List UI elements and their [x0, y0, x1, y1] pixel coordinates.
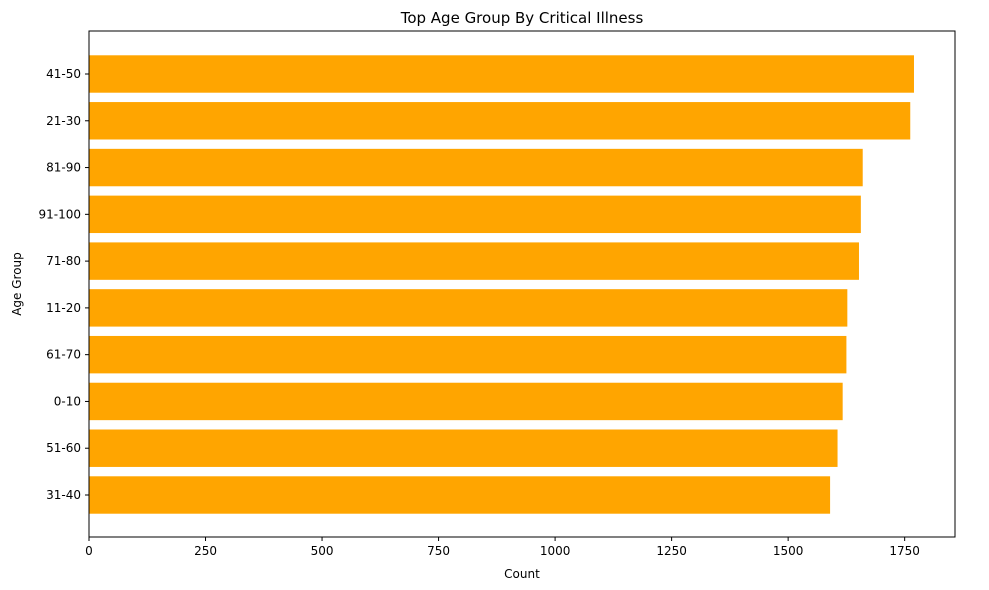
y-tick-label: 51-60 [46, 441, 81, 455]
x-tick-label: 1000 [540, 544, 571, 558]
plot-frame [88, 30, 956, 538]
x-tick-label: 250 [194, 544, 217, 558]
x-tick-label: 1750 [889, 544, 920, 558]
y-tick-label: 21-30 [46, 114, 81, 128]
y-tick-label: 91-100 [38, 207, 81, 221]
chart-title: Top Age Group By Critical Illness [400, 9, 644, 27]
x-tick-label: 1250 [656, 544, 687, 558]
y-ticks-group: 41-50 21-30 81-90 91-100 71-80 11-20 61-70 0-10… [38, 67, 89, 502]
bar-51-60 [89, 429, 838, 467]
bar-71-80 [89, 242, 859, 280]
bar-0-10 [89, 382, 843, 421]
y-tick-label: 0-10 [54, 394, 81, 408]
bar-41-50 [89, 55, 914, 93]
bar-11-20 [89, 289, 848, 327]
x-tick-label: 1500 [773, 544, 804, 558]
x-ticks-group: 0 250 500 750 1000 1250 1500 1750 [85, 537, 920, 558]
y-tick-label: 81-90 [46, 161, 81, 175]
x-tick-label: 0 [85, 544, 93, 558]
x-tick-label: 500 [311, 544, 334, 558]
bar-61-70 [89, 335, 847, 374]
bar-91-100 [89, 195, 861, 234]
bar-31-40 [89, 476, 831, 514]
x-axis-label: Count [504, 567, 540, 581]
bars-group [89, 55, 914, 514]
y-tick-label: 71-80 [46, 254, 81, 268]
y-axis-label: Age Group [10, 252, 24, 316]
y-tick-label: 41-50 [46, 67, 81, 81]
bar-81-90 [89, 148, 863, 187]
y-tick-label: 31-40 [46, 488, 81, 502]
x-tick-label: 750 [427, 544, 450, 558]
bar-21-30 [89, 102, 911, 140]
y-tick-label: 11-20 [46, 301, 81, 315]
y-tick-label: 61-70 [46, 348, 81, 362]
